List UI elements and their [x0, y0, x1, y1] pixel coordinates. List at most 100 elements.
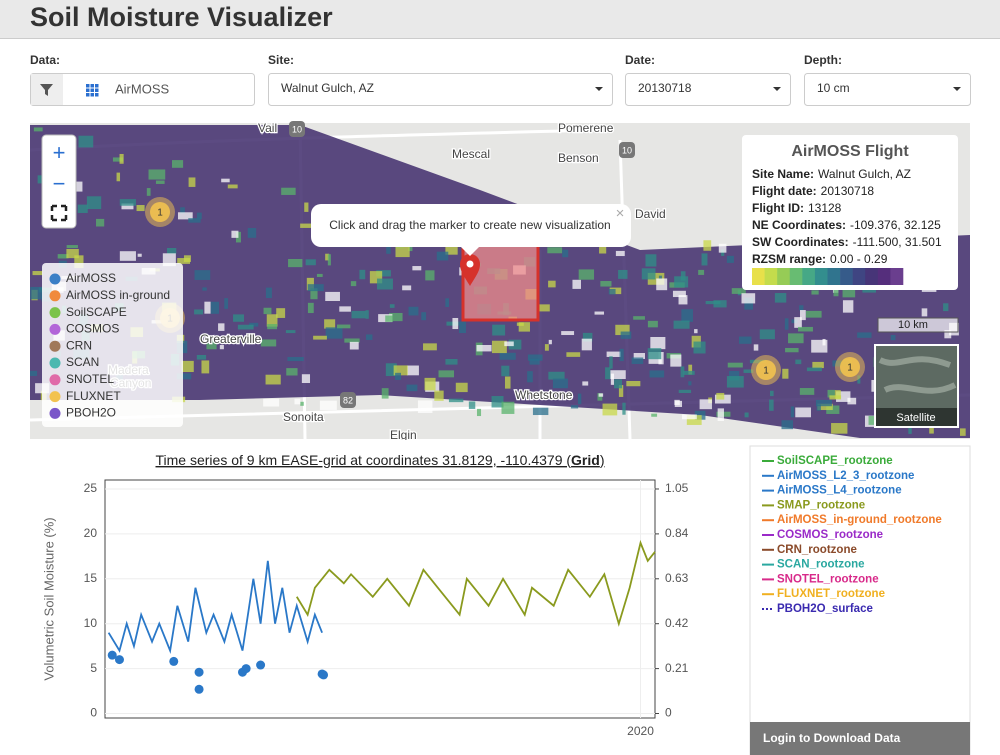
info-field: Flight date: 20130718 [752, 184, 874, 198]
swath-texture [929, 424, 934, 434]
swath-texture [307, 284, 324, 292]
swath-texture [281, 187, 296, 195]
legend-swatch [49, 323, 61, 335]
cluster[interactable] [840, 357, 860, 377]
swath-texture [615, 324, 630, 336]
filter-select[interactable] [804, 73, 971, 106]
filter-label: Date: [625, 53, 655, 67]
popup-tip [460, 246, 480, 256]
swath-texture [458, 321, 466, 334]
drag-marker[interactable] [460, 254, 480, 286]
swath-texture [890, 335, 896, 341]
swath-texture [445, 298, 450, 307]
info-field-value: 20130718 [821, 184, 875, 198]
swath-texture [784, 318, 789, 330]
zoom-button[interactable]: + [53, 140, 66, 165]
swath-texture [672, 290, 686, 298]
swath-texture [538, 304, 550, 312]
swath-texture [678, 295, 688, 305]
filter-select[interactable] [268, 73, 613, 106]
y-tick-label: 5 [90, 661, 97, 675]
map-place-label: David [635, 207, 666, 221]
swath-texture [726, 255, 734, 263]
swath-texture [610, 373, 615, 385]
swath-texture [744, 412, 749, 418]
swath-texture [393, 365, 408, 376]
swath-texture [78, 135, 94, 148]
swath-texture [656, 278, 668, 291]
info-title: AirMOSS Flight [791, 143, 909, 160]
chart-legend-panel [749, 445, 971, 755]
series-line [107, 560, 323, 654]
y2-tick-label: 1.05 [665, 481, 689, 495]
swath-texture [826, 405, 840, 414]
swath-texture [516, 322, 524, 326]
swath-texture [829, 395, 842, 400]
swath-texture [741, 293, 756, 304]
swath-texture [119, 153, 124, 164]
swath-texture [501, 365, 510, 377]
swath-texture [71, 181, 83, 192]
legend-swatch [49, 273, 61, 285]
download-button[interactable] [750, 722, 970, 755]
swath-texture [412, 266, 422, 271]
info-field-label: Flight date: [752, 184, 817, 198]
swath-texture [504, 376, 511, 389]
legend-label: COSMOS_rootzone [777, 529, 883, 541]
legend-label: AirMOSS_L4_rootzone [777, 485, 902, 497]
swath-texture [781, 420, 794, 430]
grid-icon [95, 93, 99, 97]
swath-texture [759, 329, 775, 340]
zoom-button[interactable]: − [53, 171, 66, 196]
swath-texture [425, 270, 435, 281]
swath-texture [436, 251, 449, 261]
swath-texture [406, 365, 419, 376]
swath-texture [527, 371, 533, 383]
swath-texture [805, 310, 822, 318]
swath-texture [301, 374, 311, 384]
fullscreen-icon[interactable] [50, 204, 68, 222]
road-shield [619, 142, 635, 158]
map-place-label: Elgin [390, 428, 417, 442]
swath-texture [674, 400, 683, 407]
title-part: ) [600, 452, 605, 468]
swath-texture [614, 379, 623, 389]
filter-select[interactable] [30, 73, 255, 106]
legend-label: PBOH2O [66, 406, 116, 420]
filter-select[interactable] [625, 73, 791, 106]
swath-texture [325, 291, 340, 302]
swath-texture [381, 388, 389, 399]
plot-frame [104, 479, 656, 719]
swath-texture [421, 312, 427, 321]
cluster[interactable] [150, 202, 170, 222]
swath-texture [626, 380, 641, 387]
title-link[interactable]: Grid [571, 452, 600, 468]
swath-texture [339, 306, 351, 312]
swath-texture [235, 231, 241, 243]
swath-texture [944, 330, 952, 339]
info-field-value: -111.500, 31.501 [853, 235, 942, 249]
selection-box[interactable] [461, 241, 540, 322]
swath-texture [811, 339, 828, 353]
y2-tick-label: 0 [665, 706, 672, 720]
swath-texture [218, 323, 225, 331]
satellite-texture [878, 356, 957, 394]
satellite-label: Satellite [896, 412, 935, 424]
swath-texture [300, 401, 304, 406]
popup-close[interactable]: × [616, 205, 625, 222]
swath-texture [491, 340, 507, 354]
swath-texture [847, 397, 857, 405]
swath-texture [682, 414, 697, 420]
swath-texture [395, 372, 401, 380]
swath-texture [307, 302, 314, 314]
swath-texture [599, 242, 607, 254]
swath-texture [385, 363, 397, 377]
cluster[interactable] [756, 360, 776, 380]
swath-texture [686, 415, 702, 425]
swath-texture [619, 348, 624, 362]
info-panel [742, 135, 958, 290]
swath-texture [608, 288, 616, 295]
y2-tick-label: 0.21 [665, 661, 689, 675]
filter-label: Depth: [804, 53, 842, 67]
swath-texture [455, 382, 468, 393]
